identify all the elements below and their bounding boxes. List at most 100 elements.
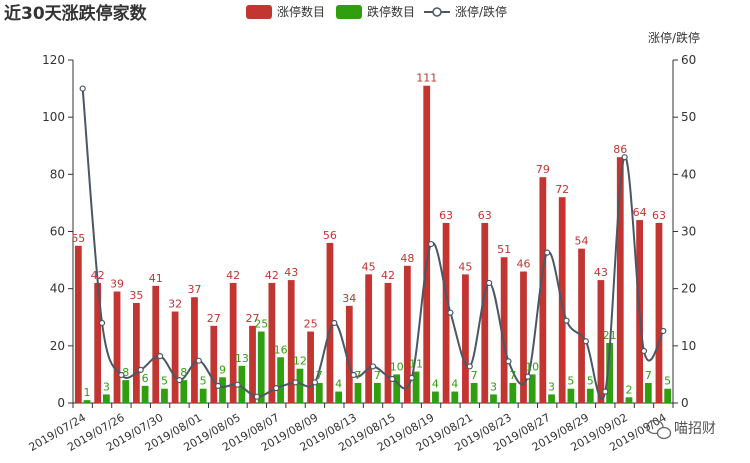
bar-down — [122, 380, 130, 403]
right-axis-tick-label: 0 — [681, 396, 689, 410]
bar-up — [326, 242, 334, 403]
bar-up-label: 43 — [594, 266, 608, 279]
legend-item-up[interactable]: 涨停数目 — [246, 4, 325, 19]
bar-up-label: 42 — [265, 269, 279, 282]
legend-label-up: 涨停数目 — [277, 4, 325, 19]
bar-up — [307, 331, 314, 403]
bar-down — [412, 371, 420, 403]
bar-down-label: 7 — [509, 369, 516, 382]
bars — [74, 85, 672, 403]
ratio-point — [156, 353, 164, 360]
bar-up — [191, 297, 198, 403]
legend-item-ratio[interactable]: 涨停/跌停 — [424, 4, 507, 19]
bar-up-label: 79 — [536, 163, 550, 176]
ratio-point — [195, 357, 202, 364]
bar-up — [403, 265, 411, 403]
bar-up — [616, 157, 624, 403]
ratio-point — [79, 85, 86, 92]
bar-up — [539, 177, 547, 403]
bar-down-label: 9 — [219, 363, 226, 376]
bar-down-label: 7 — [471, 369, 478, 382]
ratio-line-layer — [79, 85, 667, 401]
bar-down-label: 2 — [625, 383, 632, 396]
ratio-point — [505, 358, 512, 365]
bar-up-label: 63 — [652, 209, 666, 222]
ratio-point — [292, 379, 299, 386]
bar-up — [268, 282, 276, 403]
ratio-point — [447, 309, 454, 316]
bar-up-label: 54 — [575, 235, 589, 248]
legend-swatch-up — [246, 5, 272, 19]
bar-down — [103, 394, 110, 403]
bar-down-label: 7 — [645, 369, 652, 382]
bar-up-label: 42 — [91, 269, 105, 282]
bar-up-label: 43 — [284, 266, 298, 279]
bar-down — [373, 382, 381, 403]
bar-down — [606, 342, 613, 403]
bar-up — [113, 291, 121, 403]
watermark: 喵招财 — [646, 419, 716, 440]
left-axis-tick-label: 0 — [57, 396, 65, 410]
bar-up-label: 25 — [304, 318, 318, 331]
bar-up — [520, 271, 527, 403]
bar-up — [442, 222, 450, 403]
right-axis-tick-label: 20 — [681, 282, 696, 296]
bar-up-label: 56 — [323, 229, 337, 242]
bar-down-label: 5 — [200, 375, 207, 388]
bar-down — [257, 331, 265, 403]
bar-up-label: 35 — [129, 289, 143, 302]
bar-down — [141, 385, 149, 403]
bar-up — [481, 222, 489, 403]
bar-down-label: 3 — [548, 380, 555, 393]
bar-up-label: 86 — [613, 143, 627, 156]
bar-down-label: 13 — [235, 352, 249, 365]
bar-down — [83, 400, 91, 403]
bar-up-label: 32 — [168, 298, 182, 311]
legend-item-down[interactable]: 跌停数目 — [336, 4, 415, 19]
bar-down-label: 7 — [374, 369, 381, 382]
bar-down-label: 6 — [142, 372, 149, 385]
bar-up — [152, 285, 160, 403]
left-axis-tick-label: 20 — [50, 339, 65, 353]
bar-up-label: 34 — [342, 292, 356, 305]
right-axis-tick-label: 60 — [681, 53, 696, 67]
ratio-point — [234, 381, 241, 388]
legend-marker-ratio — [432, 7, 442, 17]
bar-down — [199, 388, 207, 403]
bar-down — [586, 388, 594, 403]
ratio-point — [273, 385, 280, 392]
bar-down — [180, 380, 188, 403]
bar-down-label: 5 — [587, 375, 594, 388]
ratio-point — [137, 366, 144, 373]
bar-up — [365, 274, 373, 403]
left-axis-tick-label: 80 — [50, 167, 65, 181]
bar-down-label: 7 — [355, 369, 362, 382]
bar-up-label: 42 — [381, 269, 395, 282]
ratio-point — [350, 371, 357, 379]
bar-up — [287, 280, 295, 403]
bar-down-label: 1 — [84, 386, 91, 399]
bar-down-label: 4 — [335, 378, 342, 391]
ratio-point — [331, 319, 338, 327]
bar-down — [238, 365, 246, 403]
ratio-point — [408, 374, 415, 381]
bar-up — [462, 274, 469, 403]
bar-down — [393, 374, 401, 403]
ratio-point — [640, 347, 648, 355]
bar-up — [597, 280, 605, 403]
ratio-point — [118, 371, 125, 379]
bar-down — [161, 388, 168, 403]
bar-up — [249, 325, 256, 403]
bar-up-label: 64 — [633, 206, 647, 219]
bar-down — [219, 377, 226, 403]
ratio-point — [215, 382, 222, 389]
ratio-point — [176, 377, 183, 384]
bar-down-label: 10 — [390, 360, 404, 373]
bar-down — [625, 397, 633, 403]
bar-down — [470, 382, 478, 403]
bar-up-label: 51 — [497, 243, 511, 256]
bar-up — [423, 85, 431, 403]
bar-down-label: 5 — [664, 375, 671, 388]
